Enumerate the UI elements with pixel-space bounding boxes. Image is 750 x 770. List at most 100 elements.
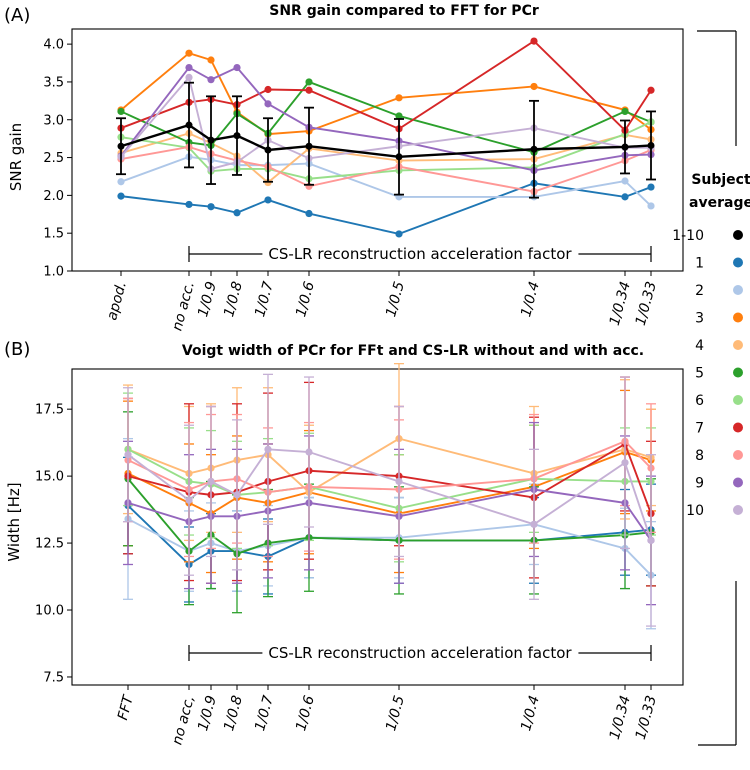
data-point xyxy=(185,49,193,57)
series-line xyxy=(120,182,652,235)
x-tick-label: 1/0.5 xyxy=(383,694,408,733)
series-10 xyxy=(123,373,656,627)
data-point xyxy=(621,193,629,201)
series-line xyxy=(120,66,652,172)
data-point xyxy=(207,477,215,486)
series-line xyxy=(120,80,652,154)
series-line xyxy=(120,52,652,136)
data-point xyxy=(124,451,132,459)
legend-label: 10 xyxy=(686,503,704,519)
data-point xyxy=(185,73,193,81)
series-line xyxy=(127,518,652,576)
data-point xyxy=(207,56,215,64)
data-point xyxy=(233,63,241,72)
data-point xyxy=(264,100,272,108)
data-point xyxy=(185,200,193,209)
y-tick-label: 7.5 xyxy=(43,670,64,685)
x-tick-label: 1/0.8 xyxy=(221,694,246,733)
legend-bracket xyxy=(697,30,737,746)
series-line xyxy=(127,451,652,515)
data-point xyxy=(647,183,655,191)
data-point xyxy=(530,145,538,153)
data-point xyxy=(207,76,215,84)
data-point xyxy=(647,202,655,210)
legend-label: 9 xyxy=(695,476,704,492)
legend-label: 2 xyxy=(695,283,704,299)
data-point xyxy=(207,203,215,211)
x-tick-label: 1/0.7 xyxy=(252,694,277,733)
data-point xyxy=(233,132,241,140)
chart-title-width: Voigt width of PCr for FFt and CS-LR wit… xyxy=(182,343,644,359)
data-point xyxy=(621,107,629,116)
data-point xyxy=(530,520,538,528)
data-point xyxy=(305,448,313,456)
series-line xyxy=(120,121,652,180)
y-tick-label: 2.0 xyxy=(43,189,64,204)
x-tick-label: 1/0.33 xyxy=(633,694,660,741)
data-point xyxy=(647,536,655,544)
x-tick-label: 1/0.9 xyxy=(195,280,220,319)
voigt-width-chart: Voigt width of PCr for FFt and CS-LR wit… xyxy=(5,343,684,747)
legend-label: 8 xyxy=(695,448,704,464)
data-point xyxy=(621,143,629,151)
legend-marker xyxy=(733,340,743,350)
annotation-text: CS-LR reconstruction acceleration factor xyxy=(268,644,572,662)
panel-label-a: (A) xyxy=(4,5,30,26)
legend-label: 3 xyxy=(695,311,704,327)
series-3 xyxy=(117,49,655,138)
data-point xyxy=(395,153,403,161)
x-tick-label: 1/0.8 xyxy=(221,280,246,319)
series-line xyxy=(120,145,652,193)
x-tick-label: apod. xyxy=(104,280,130,322)
y-tick-label: 15.0 xyxy=(35,470,64,485)
x-tick-label: 1/0.4 xyxy=(518,280,543,319)
x-tick-label: 1/0.33 xyxy=(633,280,660,327)
legend-label: 1 xyxy=(695,256,704,272)
data-point xyxy=(395,112,403,120)
legend-title-line1: Subject xyxy=(691,172,750,188)
legend-marker xyxy=(733,422,743,433)
legend-marker xyxy=(733,230,743,240)
x-tick-label: 1/0.5 xyxy=(383,280,408,319)
legend-label: 7 xyxy=(695,421,704,437)
data-point xyxy=(185,496,193,504)
data-point xyxy=(117,192,125,200)
series-line xyxy=(127,478,652,555)
data-point xyxy=(395,94,403,102)
data-point xyxy=(530,37,538,45)
data-point xyxy=(621,177,629,185)
data-point xyxy=(621,459,629,467)
data-point xyxy=(647,141,655,149)
x-tick-label: FFT xyxy=(115,693,137,722)
series-line xyxy=(127,488,652,541)
legend-marker xyxy=(733,505,743,515)
y-tick-label: 10.0 xyxy=(35,604,64,619)
series-line xyxy=(120,123,652,159)
data-point xyxy=(395,230,403,238)
x-tick-label: 1/0.9 xyxy=(195,694,220,733)
series-2 xyxy=(117,153,655,210)
y-tick-label: 1.0 xyxy=(43,265,64,280)
series-8 xyxy=(117,143,655,196)
y-tick-label: 17.5 xyxy=(35,403,64,418)
data-point xyxy=(647,86,655,94)
series-8 xyxy=(123,376,656,560)
y-axis-label-width: Width [Hz] xyxy=(5,482,23,561)
x-tick-label: 1/0.6 xyxy=(293,280,318,319)
annotation-text-bg xyxy=(262,642,579,664)
data-point xyxy=(117,107,125,116)
data-point xyxy=(264,445,272,453)
x-tick-label: 1/0.7 xyxy=(252,280,277,319)
data-point xyxy=(305,142,313,150)
legend-marker xyxy=(733,312,743,323)
x-tick-label: 1/0.6 xyxy=(293,694,318,733)
annotation-text-bg xyxy=(262,243,579,265)
data-point xyxy=(233,491,241,499)
series-line xyxy=(127,437,652,494)
y-tick-label: 4.0 xyxy=(43,38,64,53)
legend-marker xyxy=(733,450,743,460)
legend-label: 5 xyxy=(695,366,704,382)
snr-gain-chart: SNR gain compared to FFT for PCr SNR gai… xyxy=(7,3,684,333)
data-point xyxy=(117,142,125,150)
data-point xyxy=(264,196,272,204)
